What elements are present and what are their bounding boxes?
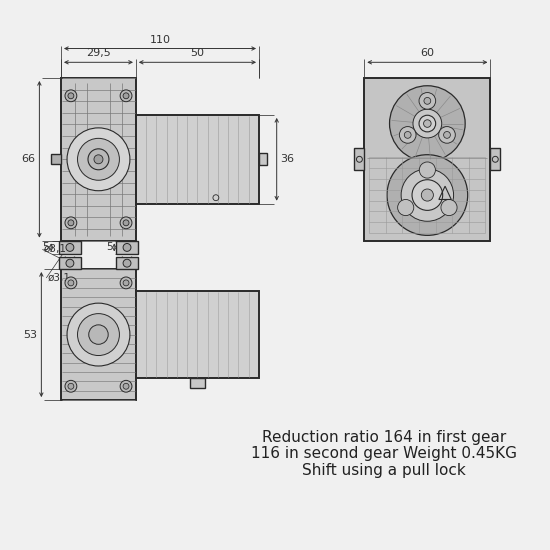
Circle shape — [123, 93, 129, 99]
Circle shape — [424, 120, 431, 128]
Circle shape — [68, 280, 74, 286]
Bar — [59, 240, 81, 254]
Bar — [259, 153, 267, 165]
Circle shape — [120, 277, 132, 289]
Bar — [136, 292, 259, 378]
Circle shape — [120, 381, 132, 392]
Circle shape — [419, 116, 436, 132]
Bar — [61, 78, 136, 240]
Text: 7: 7 — [124, 260, 130, 270]
Circle shape — [404, 131, 411, 138]
Circle shape — [66, 244, 74, 251]
Circle shape — [419, 162, 436, 178]
Circle shape — [68, 93, 74, 99]
Circle shape — [68, 383, 74, 389]
Circle shape — [399, 126, 416, 143]
Circle shape — [123, 383, 129, 389]
Text: Shift using a pull lock: Shift using a pull lock — [302, 463, 466, 478]
Bar — [355, 148, 364, 170]
Bar — [491, 148, 500, 170]
Bar — [190, 378, 205, 388]
Text: 66: 66 — [21, 155, 35, 164]
Circle shape — [66, 259, 74, 267]
Circle shape — [65, 217, 77, 229]
Bar — [59, 257, 81, 269]
Text: ø3,1: ø3,1 — [43, 244, 67, 255]
Text: 5: 5 — [42, 243, 50, 252]
Circle shape — [439, 126, 455, 143]
Text: Reduction ratio 164 in first gear: Reduction ratio 164 in first gear — [262, 430, 506, 444]
Circle shape — [94, 155, 103, 164]
Circle shape — [120, 90, 132, 102]
Text: 29,5: 29,5 — [86, 48, 111, 58]
Circle shape — [389, 86, 465, 161]
Circle shape — [441, 200, 457, 216]
Circle shape — [65, 277, 77, 289]
Circle shape — [123, 280, 129, 286]
Circle shape — [419, 92, 436, 109]
Bar — [136, 115, 259, 204]
Circle shape — [65, 381, 77, 392]
Circle shape — [387, 155, 468, 235]
Circle shape — [424, 97, 431, 104]
Text: 5: 5 — [107, 243, 113, 252]
Bar — [116, 240, 138, 254]
Text: 36: 36 — [280, 155, 295, 164]
Text: 110: 110 — [150, 35, 170, 45]
Circle shape — [67, 303, 130, 366]
Circle shape — [88, 149, 109, 170]
Circle shape — [444, 131, 450, 138]
Bar — [51, 155, 61, 164]
Circle shape — [65, 90, 77, 102]
Circle shape — [120, 217, 132, 229]
Circle shape — [401, 169, 454, 221]
Circle shape — [412, 180, 443, 210]
Text: ø3,1: ø3,1 — [47, 273, 70, 283]
Text: 50: 50 — [190, 48, 205, 58]
Text: 116 in second gear Weight 0.45KG: 116 in second gear Weight 0.45KG — [251, 447, 517, 461]
Circle shape — [123, 220, 129, 225]
Circle shape — [78, 314, 119, 355]
Text: 60: 60 — [420, 48, 434, 58]
Circle shape — [398, 200, 414, 216]
Circle shape — [68, 220, 74, 225]
Circle shape — [413, 109, 442, 138]
Circle shape — [421, 189, 433, 201]
Bar — [61, 269, 136, 400]
Circle shape — [89, 325, 108, 344]
Circle shape — [123, 244, 131, 251]
Circle shape — [78, 139, 119, 180]
Text: 7: 7 — [67, 260, 73, 270]
Bar — [116, 257, 138, 269]
Circle shape — [123, 259, 131, 267]
Circle shape — [67, 128, 130, 191]
Text: 53: 53 — [24, 329, 37, 339]
Bar — [364, 78, 491, 240]
